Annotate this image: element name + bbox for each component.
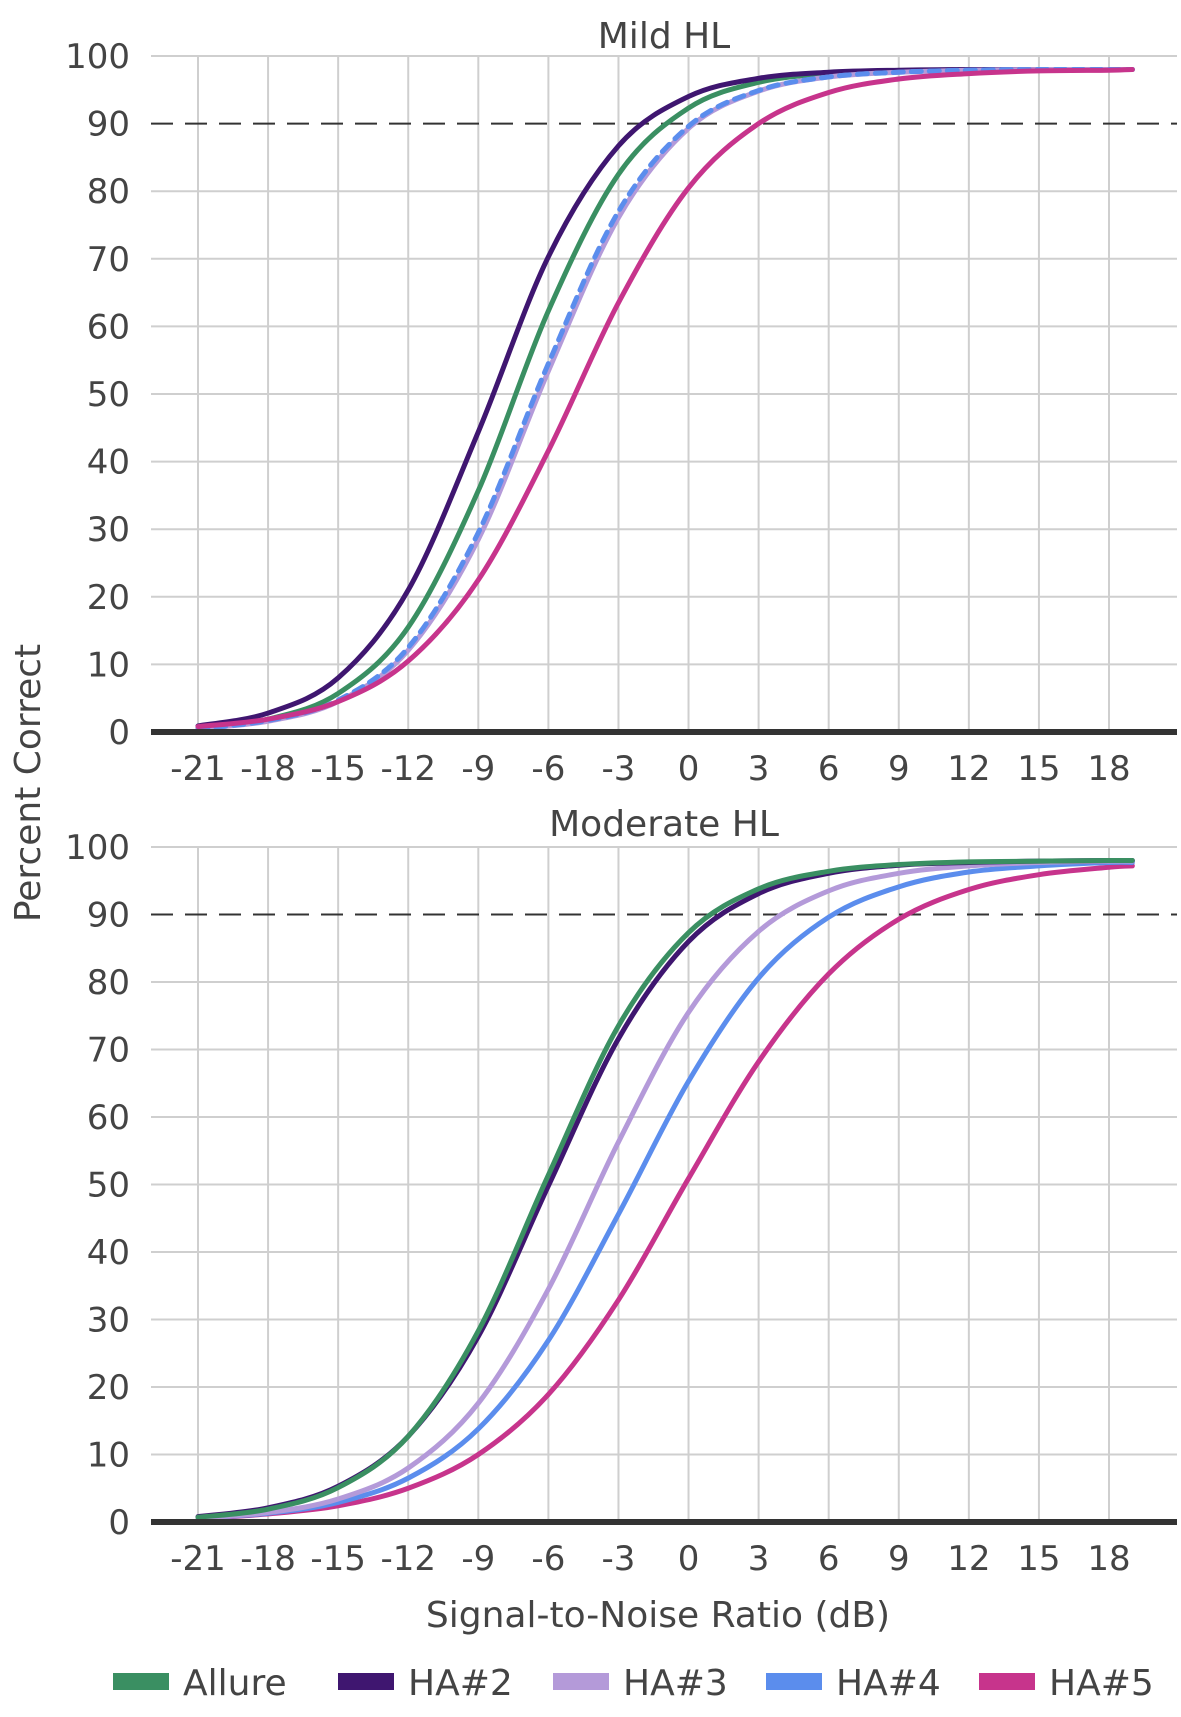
- x-tick-label: 12: [947, 1539, 990, 1579]
- x-tick-label: 18: [1087, 1539, 1130, 1579]
- x-tick-label: -3: [602, 749, 636, 789]
- series-line-ha5: [195, 67, 1135, 730]
- y-tick-label: 70: [87, 1031, 130, 1071]
- legend-swatch: [113, 1673, 169, 1690]
- x-tick-label: -21: [170, 1539, 226, 1579]
- legend-swatch: [766, 1673, 822, 1690]
- x-tick-label: -15: [310, 1539, 366, 1579]
- legend: Allure HA#2 HA#3 HA#4 HA#5: [113, 1663, 1154, 1704]
- x-tick-label: -6: [531, 749, 565, 789]
- series-line-ha4: [195, 66, 1135, 732]
- x-tick-label: 15: [1017, 749, 1060, 789]
- mild-hl-chart: -21 -18 -15 -12 -9 -6 -3 0 3 6 9 12 15 18 0 10 20 30 40 50 6…: [65, 16, 1177, 789]
- x-tick-label: -12: [380, 749, 436, 789]
- x-tick-label: 3: [748, 749, 770, 789]
- y-tick-label: 80: [87, 963, 130, 1003]
- y-tick-label: 50: [87, 1166, 130, 1206]
- legend-swatch: [338, 1673, 394, 1690]
- x-tick-label: -3: [602, 1539, 636, 1579]
- y-tick-label: 60: [87, 307, 130, 347]
- x-tick-label: 18: [1087, 749, 1130, 789]
- y-tick-label: 30: [87, 510, 130, 550]
- x-tick-label: -15: [310, 749, 366, 789]
- x-tick-label: -9: [461, 1539, 495, 1579]
- x-tick-label: 15: [1017, 1539, 1060, 1579]
- x-tick-label: 0: [678, 749, 700, 789]
- y-tick-label: 30: [87, 1301, 130, 1341]
- legend-label: HA#4: [836, 1663, 941, 1704]
- y-tick-label: 60: [87, 1098, 130, 1138]
- y-tick-label: 0: [108, 713, 130, 753]
- x-tick-label: -6: [531, 1539, 565, 1579]
- moderate-hl-chart: -21 -18 -15 -12 -9 -6 -3 0 3 6 9 12 15 18 0 10 20 30 40 50 6…: [65, 804, 1177, 1579]
- y-tick-label: 20: [87, 1368, 130, 1408]
- y-tick-label: 20: [87, 578, 130, 618]
- chart-title: Mild HL: [598, 16, 731, 57]
- x-tick-label: -18: [240, 749, 296, 789]
- y-tick-label: 10: [87, 645, 130, 685]
- y-tick-label: 90: [87, 105, 130, 145]
- y-tick-label: 80: [87, 172, 130, 212]
- series-line-ha5: [195, 863, 1135, 1522]
- x-tick-label: -18: [240, 1539, 296, 1579]
- x-tick-label: 9: [888, 749, 910, 789]
- x-tick-label: -9: [461, 749, 495, 789]
- legend-label: HA#2: [408, 1663, 513, 1704]
- legend-swatch: [979, 1673, 1035, 1690]
- legend-label: Allure: [183, 1663, 287, 1704]
- y-tick-label: 0: [108, 1503, 130, 1543]
- x-tick-label: 0: [678, 1539, 700, 1579]
- x-tick-label: 6: [818, 1539, 840, 1579]
- y-tick-label: 40: [87, 1233, 130, 1273]
- x-tick-label: -12: [380, 1539, 436, 1579]
- legend-label: HA#3: [623, 1663, 728, 1704]
- y-tick-label: 100: [65, 828, 130, 868]
- x-tick-label: 12: [947, 749, 990, 789]
- y-tick-label: 100: [65, 37, 130, 77]
- x-axis-label: Signal-to-Noise Ratio (dB): [426, 1595, 890, 1636]
- y-axis-label: Percent Correct: [8, 644, 49, 922]
- legend-swatch: [553, 1673, 609, 1690]
- y-tick-label: 90: [87, 896, 130, 936]
- x-tick-label: 6: [818, 749, 840, 789]
- series-line-allure: [195, 857, 1135, 1520]
- x-tick-label: -21: [170, 749, 226, 789]
- x-tick-label: 3: [748, 1539, 770, 1579]
- y-tick-label: 70: [87, 240, 130, 280]
- y-tick-label: 40: [87, 443, 130, 483]
- series-line-ha4: [195, 859, 1135, 1521]
- y-tick-label: 50: [87, 375, 130, 415]
- x-tick-label: 9: [888, 1539, 910, 1579]
- legend-label: HA#5: [1049, 1663, 1154, 1704]
- y-tick-label: 10: [87, 1436, 130, 1476]
- chart-title: Moderate HL: [549, 804, 779, 845]
